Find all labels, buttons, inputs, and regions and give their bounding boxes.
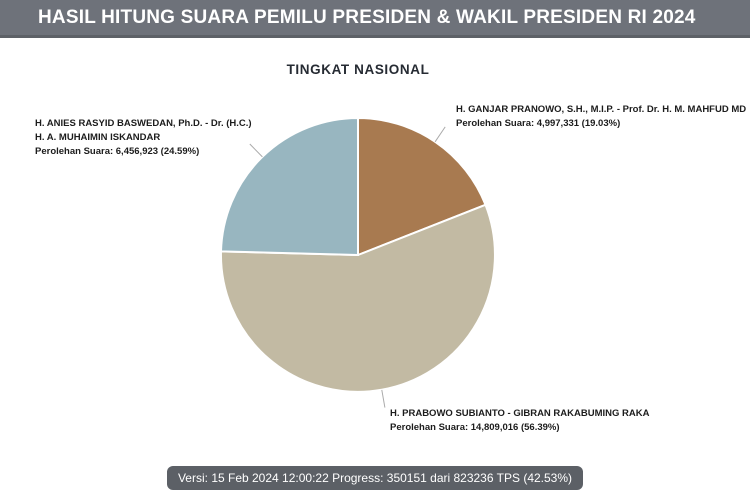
candidate-name-label: H. GANJAR PRANOWO, S.H., M.I.P. - Prof. … xyxy=(456,104,747,115)
footer: Versi: 15 Feb 2024 12:00:22 Progress: 35… xyxy=(0,466,750,490)
candidate-votes-label: Perolehan Suara: 4,997,331 (19.03%) xyxy=(456,117,621,129)
leader-line-ganjar-mahfud xyxy=(434,126,446,143)
candidate-votes-label: Perolehan Suara: 6,456,923 (24.59%) xyxy=(35,145,200,157)
callout-prabowo-gibran: H. PRABOWO SUBIANTO - GIBRAN RAKABUMING … xyxy=(390,407,670,435)
leader-line-anies-muhaimin xyxy=(249,143,263,158)
callout-ganjar-mahfud: H. GANJAR PRANOWO, S.H., M.I.P. - Prof. … xyxy=(456,103,750,131)
candidate-name-label: H. ANIES RASYID BASWEDAN, Ph.D. - Dr. (H… xyxy=(35,118,252,143)
header-bar: HASIL HITUNG SUARA PEMILU PRESIDEN & WAK… xyxy=(0,0,750,38)
leader-line-prabowo-gibran xyxy=(381,389,386,408)
pie-slice-ganjar-mahfud[interactable] xyxy=(357,116,487,257)
page-title: HASIL HITUNG SUARA PEMILU PRESIDEN & WAK… xyxy=(38,6,696,28)
version-progress-badge: Versi: 15 Feb 2024 12:00:22 Progress: 35… xyxy=(166,466,584,490)
chart-title: TINGKAT NASIONAL xyxy=(286,62,430,77)
candidate-votes-label: Perolehan Suara: 14,809,016 (56.39%) xyxy=(390,421,560,433)
pie-slice-prabowo-gibran[interactable] xyxy=(219,203,496,393)
candidate-name-label: H. PRABOWO SUBIANTO - GIBRAN RAKABUMING … xyxy=(390,408,650,419)
callout-anies-muhaimin: H. ANIES RASYID BASWEDAN, Ph.D. - Dr. (H… xyxy=(35,117,261,158)
